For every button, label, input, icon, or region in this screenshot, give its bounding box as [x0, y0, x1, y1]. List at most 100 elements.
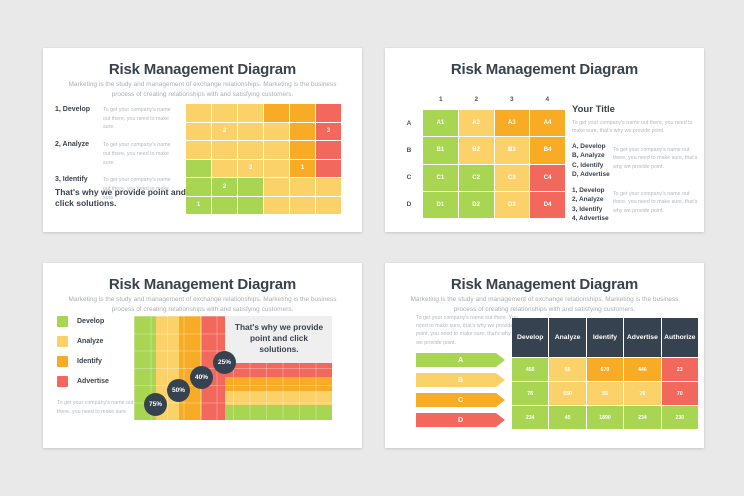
grid-cell: A3: [494, 110, 530, 137]
grid-cell: C2: [458, 164, 494, 191]
grid-cell: C3: [494, 164, 530, 191]
grid-cell: B2: [458, 137, 494, 164]
grid-cell: [316, 178, 341, 196]
grid-cell: [264, 178, 289, 196]
page-title: Risk Management Diagram: [450, 61, 639, 78]
grid-cell: D1: [423, 191, 458, 218]
grid-cell: [290, 104, 315, 122]
grid-cell: [212, 141, 237, 159]
column-header: 4: [545, 96, 550, 103]
risk-matrix-grid: A1 A2 A3 A4 B1 B2 B3 B4 C1 C2 C3 C4 D1 D2 D3 D4: [423, 110, 565, 218]
step-label: 1, Develop: [55, 106, 91, 113]
grid-cell: A2: [458, 110, 494, 137]
grid-cell: 3: [238, 159, 263, 177]
column-header: 2: [474, 96, 479, 103]
letter-legend-description: To get your company's name out there, yo…: [613, 147, 698, 170]
legend-item: Analyze: [57, 336, 109, 347]
grid-cell: [212, 104, 237, 122]
grid-cell: 78: [624, 382, 661, 405]
grid-cell: A1: [423, 110, 458, 137]
page-title: Risk Management Diagram: [450, 276, 639, 293]
grid-cell: [290, 178, 315, 196]
arrow-label-d: D: [416, 413, 505, 427]
grid-cell: 78: [512, 382, 549, 405]
row-header: D: [406, 201, 412, 208]
letter-legend-list: A, Develop B, Analyze C, Identify D, Adv…: [572, 143, 610, 179]
grid-cell: [290, 141, 315, 159]
grid-cell: [290, 122, 315, 140]
callout-text: That's why we provide point and click so…: [234, 322, 324, 355]
risk-data-table: Develop Analyze Identify Advertise Autho…: [512, 318, 698, 429]
legend-swatch: [57, 376, 68, 387]
grid-cell: [264, 104, 289, 122]
step-label: 2, Analyze: [55, 141, 89, 149]
grid-cell: 3: [316, 122, 341, 140]
grid-cell: [264, 196, 289, 214]
grid-cell: A4: [530, 110, 565, 137]
grid-cell: [212, 159, 237, 177]
step-list: 1, Develop To get your company's name ou…: [55, 106, 185, 212]
grid-cell: B3: [494, 137, 530, 164]
number-legend-description: To get your company's name out there, yo…: [613, 191, 698, 214]
row-header: B: [406, 147, 412, 154]
grid-cell: 1: [186, 196, 211, 214]
legend-swatch: [57, 336, 68, 347]
slide-4-card[interactable]: Risk Management Diagram Marketing is the…: [385, 263, 704, 448]
matrix-column-headers: 1 2 3 4: [423, 94, 565, 105]
table-header-cell: Identify: [586, 318, 624, 357]
row-header: A: [406, 120, 412, 127]
percent-badge-75: 75%: [144, 393, 167, 416]
grid-cell: 2: [212, 122, 237, 140]
slide-3-card[interactable]: Risk Management Diagram Marketing is the…: [43, 263, 362, 448]
legend: Develop Analyze Identify Advertise: [57, 316, 109, 396]
grid-cell: 23: [661, 358, 698, 381]
list-item: 3, Identify To get your company's name o…: [55, 176, 185, 202]
legend-label: Develop: [77, 318, 105, 325]
slide-1-card[interactable]: Risk Management Diagram Marketing is the…: [43, 48, 362, 232]
grid-cell: [316, 104, 341, 122]
slide-2-card[interactable]: Risk Management Diagram 1 2 3 4 A B C D …: [385, 48, 704, 232]
grid-cell: 2: [212, 178, 237, 196]
grid-cell: 70: [661, 382, 698, 405]
table-header-cell: Authorize: [661, 318, 698, 357]
legend-item: Identify: [57, 356, 109, 367]
percent-badge-25: 25%: [213, 351, 236, 374]
step-description: To get your company's name out there, yo…: [103, 142, 171, 166]
column-header: 1: [438, 96, 443, 103]
grid-cell: D2: [458, 191, 494, 218]
grid-cell: [238, 196, 263, 214]
arrow-label-a: A: [416, 353, 505, 367]
arrow-label-b: B: [416, 373, 505, 387]
grid-cell: [316, 196, 341, 214]
slide-subtitle: Marketing is the study and management of…: [68, 81, 337, 99]
grid-cell: 456: [512, 358, 549, 381]
page-title: Risk Management Diagram: [108, 276, 297, 293]
table-header-cell: Advertise: [624, 318, 661, 357]
number-legend-list: 1, Develop 2, Analyze 3, Identify 4, Adv…: [572, 187, 609, 223]
grid-cell: C4: [530, 164, 565, 191]
grid-cell: [212, 196, 237, 214]
grid-cell: D4: [530, 191, 565, 218]
legend-label: Identify: [77, 358, 102, 365]
grid-cell: 234: [624, 406, 661, 429]
legend-swatch: [57, 356, 68, 367]
grid-cell: [264, 141, 289, 159]
table-header-cell: Analyze: [549, 318, 586, 357]
slide-subtitle: Marketing is the study and management of…: [410, 296, 679, 314]
column-header: 3: [509, 96, 514, 103]
section-heading: Your Title: [572, 104, 615, 115]
list-item: 1, Develop To get your company's name ou…: [55, 106, 185, 132]
matrix-row-headers: A B C D: [401, 110, 417, 218]
list-item: 2, Analyze To get your company's name ou…: [55, 141, 185, 167]
grid-cell: [264, 159, 289, 177]
legend-item: Advertise: [57, 376, 109, 387]
grid-cell: D3: [494, 191, 530, 218]
step-description: To get your company's name out there, yo…: [103, 107, 171, 131]
legend-swatch: [57, 316, 68, 327]
grid-cell: [186, 104, 211, 122]
grid-cell: [186, 122, 211, 140]
grid-cell: [316, 159, 341, 177]
grid-cell: B4: [530, 137, 565, 164]
grid-cell: 446: [624, 358, 661, 381]
grid-cell: 650: [549, 382, 586, 405]
